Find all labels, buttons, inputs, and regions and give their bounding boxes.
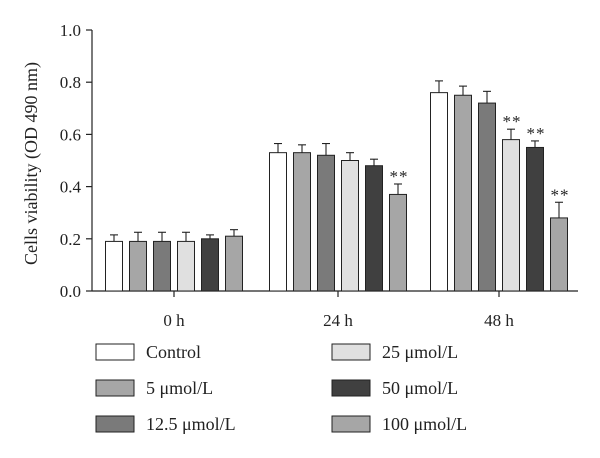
bar [153,240,171,292]
bar [502,139,520,292]
y-tick-label: 0.8 [60,73,81,92]
chart-bars [105,80,568,292]
legend-swatch [95,379,135,397]
bar [269,152,287,292]
y-tick-label: 1.0 [60,21,81,40]
bar [365,165,383,292]
bar [550,217,568,292]
bar [317,154,335,292]
legend-label: 100 μmol/L [382,414,467,434]
y-tick-label: 0.2 [60,230,81,249]
legend-swatch [95,415,135,433]
bar [105,240,123,292]
bar [225,235,243,292]
bar [177,240,195,292]
y-tick-label: 0.4 [60,178,82,197]
significance-label: ** [390,167,409,186]
x-tick-label: 48 h [484,311,514,330]
legend-label: 5 μmol/L [146,378,213,398]
chart-labels: ** ** ** ** [390,112,570,204]
chart-axes: 0.0 0.2 0.4 0.6 0.8 1.0 Cells viability (OD 49… [21,21,578,330]
y-axis-title: Cells viability (OD 490 nm) [21,62,42,265]
x-tick-label: 24 h [323,311,353,330]
bar [341,160,359,292]
bar [201,238,219,292]
y-tick-label: 0.6 [60,125,81,144]
legend-swatch [95,343,135,361]
bar [293,152,311,292]
legend-swatch [331,379,371,397]
x-tick-label: 0 h [163,311,185,330]
legend-label: Control [146,342,201,362]
bar [478,102,496,292]
bar [129,240,147,292]
legend-swatch [331,343,371,361]
bar [389,193,407,292]
chart-legend: Control 25 μmol/L 5 μmol/L 50 μmol/L 12.5 μm… [95,342,467,434]
legend-label: 12.5 μmol/L [146,414,236,434]
bar [454,94,472,292]
bar [430,92,448,292]
significance-label: ** [503,112,522,131]
significance-label: ** [551,185,570,204]
significance-label: ** [527,124,546,143]
legend-label: 50 μmol/L [382,378,458,398]
legend-swatch [331,415,371,433]
y-tick-label: 0.0 [60,282,81,301]
legend-label: 25 μmol/L [382,342,458,362]
bar [526,146,544,292]
